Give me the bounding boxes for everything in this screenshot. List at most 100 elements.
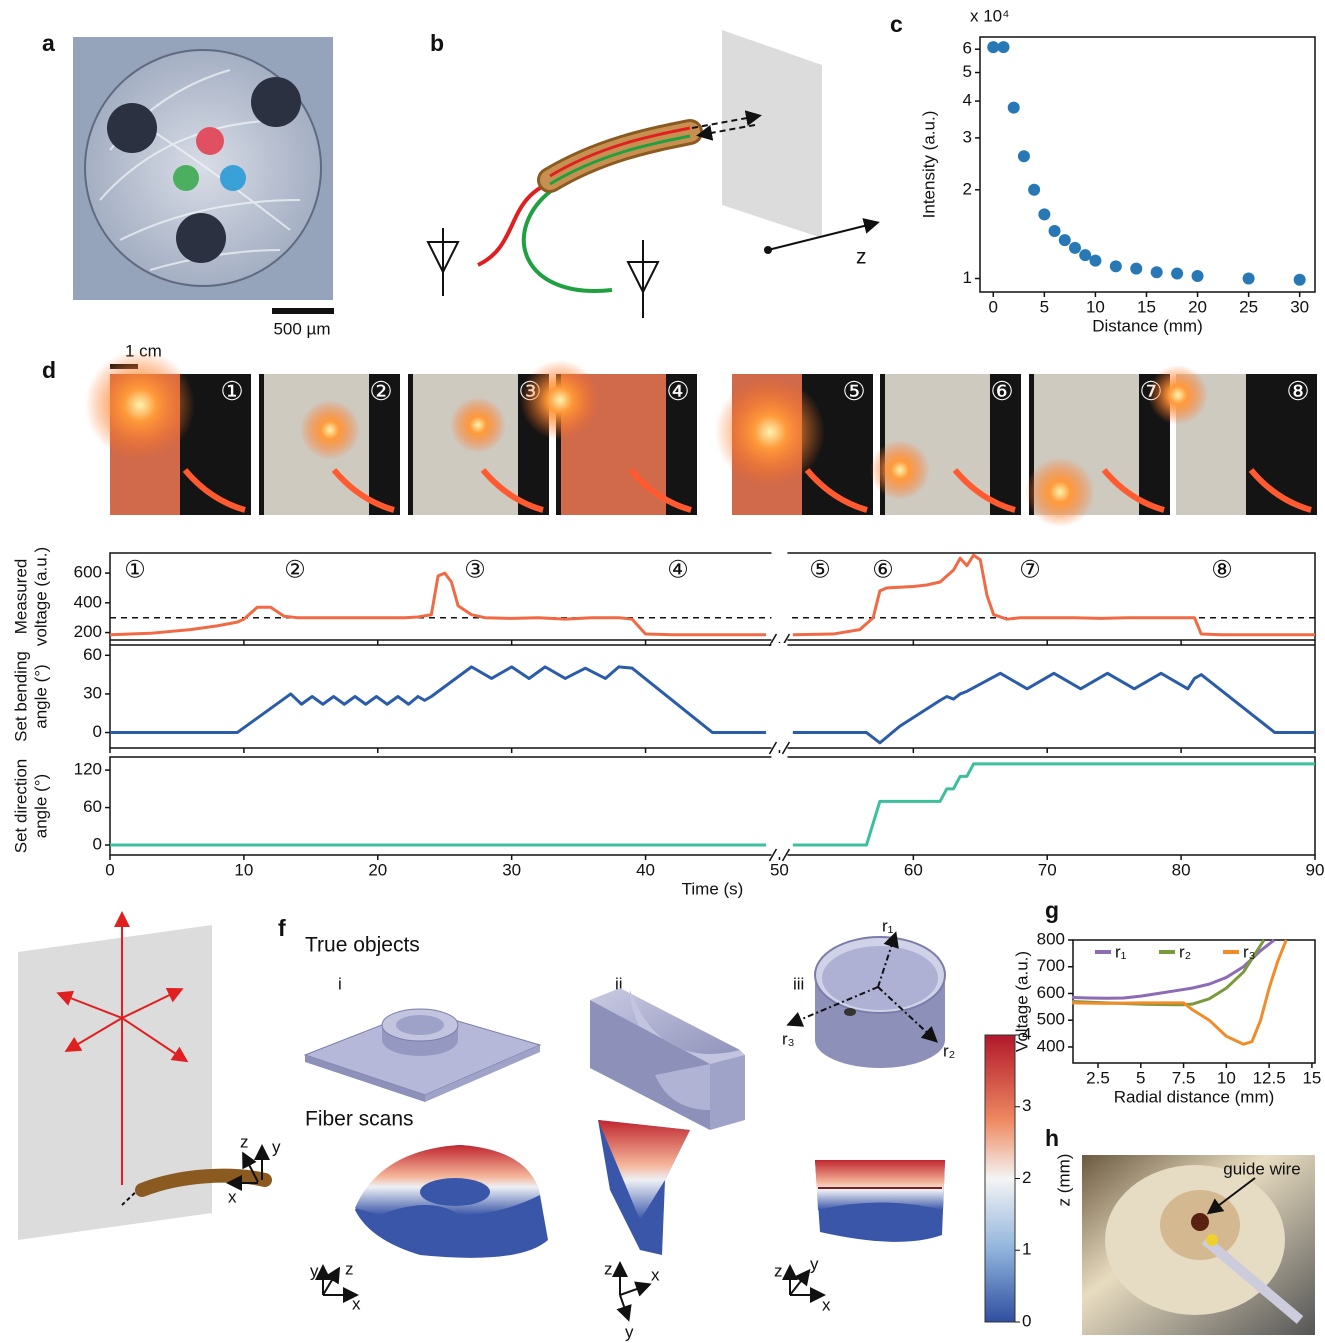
plot-frame: [980, 37, 1315, 292]
point: [1294, 274, 1306, 286]
y-tick-label: 120: [74, 760, 102, 779]
y-tick-label: 30: [83, 683, 102, 702]
y-tick-label: 200: [74, 622, 102, 641]
glow: [520, 360, 600, 440]
annotation: ③: [464, 556, 486, 583]
axis-break: [771, 755, 787, 857]
object-label: i: [338, 974, 342, 993]
page: a b c d e f g h 500 µm z 1 cm ①②③④⑤⑥⑦⑧ z…: [0, 0, 1325, 1343]
x-tick-label: 50: [770, 860, 789, 879]
axis-label: y: [625, 1322, 634, 1341]
axis-label: z: [345, 1259, 354, 1278]
x-tick-label: 10: [234, 860, 253, 879]
point: [997, 41, 1009, 53]
y-tick-label: 6: [963, 39, 972, 58]
axis-label: y: [310, 1261, 319, 1280]
glow: [450, 397, 506, 453]
axis-label: y: [272, 1137, 281, 1156]
glow: [300, 400, 360, 460]
y-axis-label: voltage (a.u.): [31, 547, 50, 646]
axis-label: z: [604, 1259, 613, 1278]
photo-label: ①: [220, 376, 243, 406]
y-tick-label: 60: [83, 645, 102, 664]
axis-multiplier: x 10⁴: [970, 6, 1009, 25]
x-tick-label: 0: [105, 860, 114, 879]
y-axis-label: angle (°): [31, 774, 50, 838]
x-tick-label: 25: [1239, 297, 1258, 316]
axis-label: z: [240, 1132, 249, 1151]
annotation: ②: [284, 556, 306, 583]
x-tick-label: 15: [1137, 297, 1156, 316]
colorbar-tick-label: 0: [1022, 1311, 1031, 1330]
x-tick-label: 60: [904, 860, 923, 879]
x-tick-label: 70: [1038, 860, 1057, 879]
y-axis-label: Set bending: [11, 651, 30, 742]
photo-label: ⑧: [1286, 376, 1309, 406]
photo-label: ⑥: [990, 376, 1013, 406]
line: [110, 667, 1315, 743]
y-tick-label: 0: [93, 834, 102, 853]
axis-label: x: [352, 1294, 361, 1313]
axis-label: x: [651, 1265, 660, 1284]
x-tick-label: 40: [636, 860, 655, 879]
annotation: ⑧: [1211, 556, 1233, 583]
x-tick-label: 30: [1290, 297, 1309, 316]
y-tick-label: 2: [963, 179, 972, 198]
panel-letter: c: [890, 11, 903, 37]
panel-letter: f: [278, 915, 286, 941]
true-objects: [305, 935, 945, 1130]
y-tick-label: 0: [93, 722, 102, 741]
legend-label: r₂: [1179, 942, 1191, 961]
y-tick-label: 1: [963, 268, 972, 287]
axis-break: [771, 551, 787, 642]
glow: [870, 440, 930, 500]
x-tick-label: 80: [1172, 860, 1191, 879]
x-tick-label: 2.5: [1086, 1068, 1110, 1087]
point: [1243, 273, 1255, 285]
colorbar: [985, 1035, 1015, 1322]
annotation: ⑤: [809, 556, 831, 583]
radius-label: r₃: [782, 1029, 795, 1048]
point: [1049, 225, 1061, 237]
x-tick-label: 20: [1188, 297, 1207, 316]
y-tick-label: 600: [74, 563, 102, 582]
glow: [1025, 457, 1095, 527]
y-tick-label: 60: [83, 797, 102, 816]
axis-label: y: [810, 1254, 819, 1273]
panel-letter: b: [430, 30, 444, 56]
annotation: ④: [667, 556, 689, 583]
y-axis-label: Set direction: [11, 759, 30, 854]
photo-label: ⑤: [842, 376, 865, 406]
figure: a b c d e f g h 500 µm z 1 cm ①②③④⑤⑥⑦⑧ z…: [0, 0, 1325, 1343]
x-tick-label: 0: [989, 297, 998, 316]
line: [110, 764, 1315, 845]
glow: [1148, 365, 1208, 425]
y-tick-label: 3: [963, 127, 972, 146]
photo-label: ②: [369, 376, 392, 406]
axis-label: z: [774, 1261, 783, 1280]
axis-label: x: [822, 1295, 831, 1314]
point: [1018, 150, 1030, 162]
fiber-scans: [323, 1120, 945, 1318]
photo-label: ④: [666, 376, 689, 406]
annotation: guide wire: [1223, 1159, 1301, 1178]
point: [1059, 234, 1071, 246]
x-axis-label: Distance (mm): [1092, 316, 1203, 335]
x-tick-label: 30: [502, 860, 521, 879]
radius-label: r₂: [943, 1041, 955, 1060]
point: [1110, 260, 1122, 272]
point: [1008, 102, 1020, 114]
annotation: ⑥: [872, 556, 894, 583]
x-tick-label: 15: [1302, 1068, 1321, 1087]
panel-letter: d: [42, 357, 56, 383]
y-tick-label: 5: [963, 62, 972, 81]
y-tick-label: 4: [963, 91, 972, 110]
y-tick-label: 700: [1037, 956, 1065, 975]
radius-label: r₁: [882, 916, 894, 935]
y-axis-label: Measured: [11, 559, 30, 635]
y-axis-label: Voltage (a.u.): [1012, 951, 1031, 1052]
x-tick-label: 5: [1136, 1068, 1145, 1087]
point: [1028, 184, 1040, 196]
colorbar-label: z (mm): [1054, 1154, 1073, 1207]
